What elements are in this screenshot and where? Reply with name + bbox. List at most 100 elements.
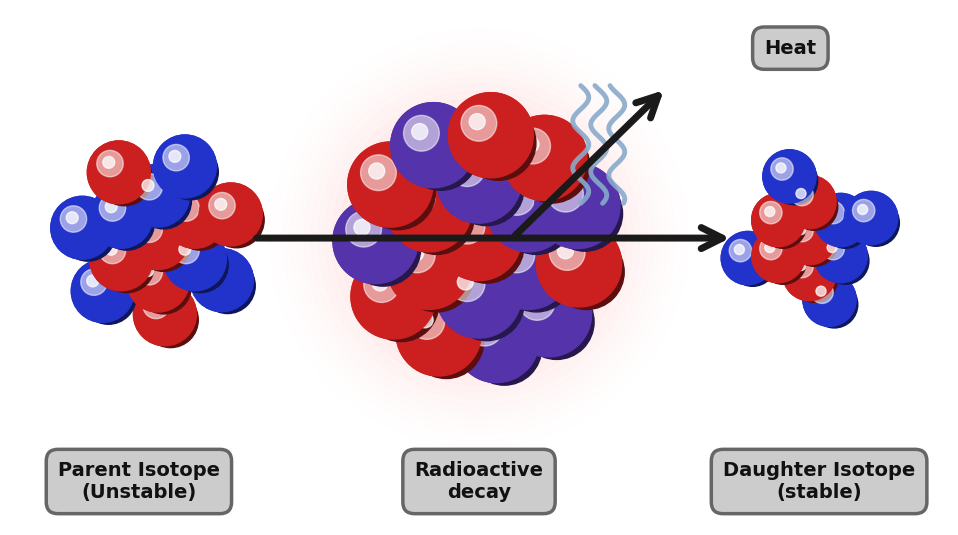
Circle shape [827,207,837,217]
Circle shape [133,283,196,346]
Circle shape [760,238,807,284]
Circle shape [763,150,816,203]
Circle shape [527,293,543,309]
Circle shape [153,135,217,198]
Circle shape [791,255,837,302]
Circle shape [71,259,134,323]
Circle shape [814,194,867,247]
Circle shape [549,235,625,309]
Circle shape [206,264,217,276]
Circle shape [136,173,163,200]
Circle shape [548,177,583,212]
Circle shape [399,237,435,273]
Circle shape [816,286,826,296]
Circle shape [136,258,192,314]
Circle shape [752,194,805,247]
Circle shape [845,192,898,244]
Circle shape [103,156,115,169]
Circle shape [771,158,818,205]
Circle shape [437,253,521,338]
Circle shape [90,228,152,291]
Text: Radioactive
decay: Radioactive decay [415,461,543,502]
Circle shape [454,297,539,383]
Circle shape [558,243,574,259]
Circle shape [763,150,816,203]
Circle shape [729,240,752,262]
Circle shape [449,266,485,302]
Circle shape [399,180,474,255]
Circle shape [164,228,226,291]
Circle shape [399,237,474,312]
Circle shape [467,310,503,346]
Circle shape [169,150,181,162]
Circle shape [523,136,539,152]
Circle shape [51,196,114,259]
Circle shape [791,255,813,278]
Circle shape [60,206,86,232]
Circle shape [372,275,388,291]
Circle shape [536,222,622,307]
Circle shape [822,238,844,260]
Circle shape [469,113,485,129]
Circle shape [502,116,587,201]
Circle shape [457,274,473,290]
Circle shape [827,242,837,253]
Circle shape [449,151,485,187]
Circle shape [729,240,776,286]
Circle shape [796,188,806,198]
Circle shape [437,138,521,223]
Circle shape [449,208,524,283]
Text: Parent Isotope
(Unstable): Parent Isotope (Unstable) [57,461,220,502]
Circle shape [105,201,117,213]
Circle shape [752,194,805,247]
Circle shape [351,254,436,339]
Circle shape [487,224,571,309]
Circle shape [333,198,418,284]
Circle shape [507,188,523,204]
Circle shape [403,116,440,151]
Circle shape [90,185,152,248]
Circle shape [387,224,471,309]
Circle shape [409,304,484,379]
Circle shape [760,201,782,224]
Circle shape [172,195,228,250]
Circle shape [407,245,423,261]
Circle shape [760,201,807,248]
Circle shape [409,304,445,339]
Circle shape [126,207,190,270]
Circle shape [164,185,226,248]
Circle shape [136,258,163,285]
Circle shape [172,238,228,293]
Circle shape [735,244,744,255]
Circle shape [507,245,523,261]
Circle shape [87,275,99,287]
Circle shape [387,224,471,309]
Circle shape [209,193,264,248]
Circle shape [354,219,370,235]
Circle shape [215,198,227,210]
Circle shape [407,188,423,204]
Circle shape [487,167,571,252]
Circle shape [126,249,190,312]
Circle shape [60,206,116,261]
Circle shape [403,116,478,190]
Circle shape [461,105,497,141]
Circle shape [142,180,154,192]
Circle shape [791,184,813,206]
Circle shape [814,230,867,282]
Circle shape [499,237,535,273]
Circle shape [771,158,793,180]
Circle shape [369,163,385,179]
Circle shape [764,242,775,253]
Circle shape [461,105,536,180]
Circle shape [514,128,551,164]
Circle shape [437,195,521,281]
Circle shape [360,155,436,230]
Circle shape [164,228,226,291]
Circle shape [391,103,476,188]
Circle shape [853,200,875,222]
Circle shape [783,175,836,229]
Circle shape [487,224,571,309]
Circle shape [519,285,594,360]
Circle shape [163,144,190,171]
